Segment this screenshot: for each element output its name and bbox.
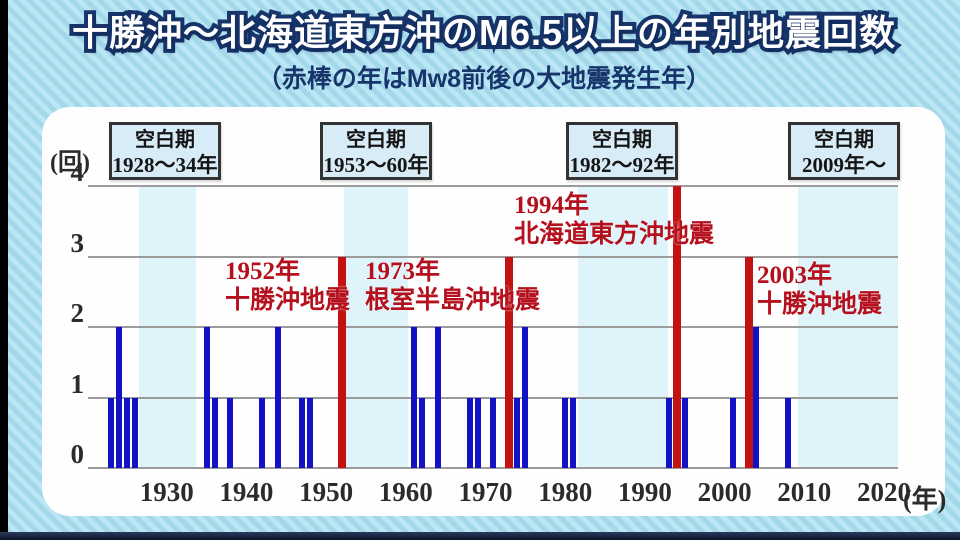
bar-1995 [681, 397, 688, 468]
screen-left-black-edge [0, 0, 8, 540]
gridline-y2 [88, 326, 898, 328]
screen-bottom-navy-edge [0, 532, 960, 540]
gridline-y0 [88, 467, 898, 469]
bar-1938 [227, 397, 234, 468]
bar-1975 [522, 327, 529, 468]
major-quake-annotation-1: 1952年 十勝沖地震 [225, 257, 350, 315]
blank-period-box-2: 空白期 1953〜60年 [320, 122, 432, 180]
x-axis-tick-1960: 1960 [378, 477, 433, 507]
blank-period-box-years: 2009年〜 [802, 153, 886, 177]
major-quake-annotation-3: 1994年 北海道東方沖地震 [514, 191, 714, 249]
y-axis-tick-0: 0 [70, 439, 85, 469]
bar-1924 [115, 327, 122, 468]
x-axis-tick-1990: 1990 [617, 477, 672, 507]
bar-2003-major-quake [744, 256, 753, 468]
bar-1981 [570, 397, 577, 468]
y-axis-unit-label: (回) [50, 150, 90, 176]
bar-1952-major-quake [338, 256, 347, 468]
major-quake-annotation-line: 根室半島沖地震 [365, 287, 541, 314]
bar-1961 [410, 327, 417, 468]
blank-period-box-4: 空白期 2009年〜 [788, 122, 900, 180]
bar-1923 [107, 397, 114, 468]
major-quake-annotation-4: 2003年 十勝沖地震 [757, 261, 882, 319]
bar-1935 [203, 327, 210, 468]
bar-1947 [299, 397, 306, 468]
y-axis-tick-3: 3 [70, 227, 85, 258]
x-axis-tick-1940: 1940 [219, 477, 274, 507]
blank-period-box-3: 空白期 1982〜92年 [566, 122, 678, 180]
x-axis-tick-2010: 2010 [777, 477, 832, 507]
x-axis-unit-label: (年) [903, 485, 947, 514]
x-axis-tick-1980: 1980 [538, 477, 593, 507]
bar-1994-major-quake [672, 186, 681, 468]
bar-1980 [562, 397, 569, 468]
bar-1971 [490, 397, 497, 468]
bar-1944 [275, 327, 282, 468]
bar-1925 [123, 397, 130, 468]
x-axis-tick-2000: 2000 [697, 477, 752, 507]
bar-1964 [434, 327, 441, 468]
blank-period-box-label: 空白期 [592, 129, 652, 151]
y-axis-tick-4: 4 [70, 157, 85, 187]
major-quake-annotation-2: 1973年 根室半島沖地震 [365, 257, 540, 315]
bar-1969 [474, 397, 481, 468]
blank-period-box-years: 1953〜60年 [323, 153, 429, 177]
bar-2001 [729, 397, 736, 468]
major-quake-annotation-line: 1994年 [514, 192, 590, 219]
major-quake-annotation-line: 2003年 [757, 262, 833, 289]
bar-1926 [131, 397, 138, 468]
blank-period-box-years: 1982〜92年 [569, 153, 675, 177]
bar-2008 [785, 397, 792, 468]
chart-subtitle: （赤棒の年はMw8前後の大地震発生年） [256, 65, 712, 93]
major-quake-annotation-line: 十勝沖地震 [225, 287, 351, 314]
blank-period-box-label: 空白期 [814, 129, 874, 151]
bar-2004 [753, 327, 760, 468]
bar-1974 [514, 397, 521, 468]
major-quake-annotation-line: 北海道東方沖地震 [514, 221, 715, 248]
x-axis-tick-1930: 1930 [139, 477, 194, 507]
major-quake-annotation-line: 1973年 [365, 258, 441, 285]
y-axis-tick-2: 2 [70, 298, 85, 328]
bar-1942 [259, 397, 266, 468]
bar-1962 [418, 397, 425, 468]
blank-period-box-label: 空白期 [135, 129, 195, 151]
major-quake-annotation-line: 十勝沖地震 [757, 291, 883, 318]
blank-period-box-label: 空白期 [346, 129, 406, 151]
x-axis-tick-1950: 1950 [299, 477, 354, 507]
bar-1948 [307, 397, 314, 468]
blank-period-box-years: 1928〜34年 [112, 153, 218, 177]
gridline-y3 [88, 255, 898, 258]
major-quake-annotation-line: 1952年 [225, 258, 301, 285]
bar-1936 [211, 397, 218, 468]
bar-1993 [665, 397, 672, 468]
bar-1973-major-quake [505, 256, 514, 468]
x-axis-tick-2020: 2020 [857, 477, 911, 507]
x-axis-tick-1970: 1970 [458, 477, 513, 507]
gridline-y4 [88, 185, 898, 187]
chart-title: 十勝沖〜北海道東方沖のM6.5以上の年別地震回数 [68, 8, 899, 57]
y-axis-tick-1: 1 [70, 368, 85, 399]
bar-1968 [466, 397, 473, 468]
blank-period-box-1: 空白期 1928〜34年 [109, 122, 221, 180]
